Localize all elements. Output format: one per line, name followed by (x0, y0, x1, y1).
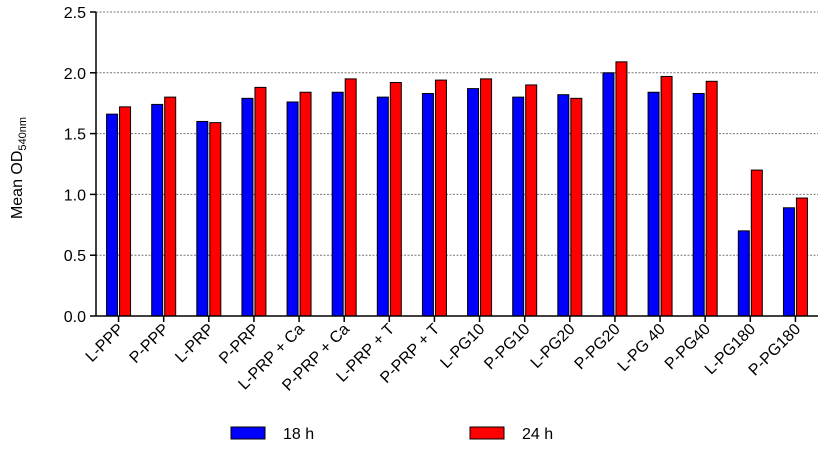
y-tick-label: 0.5 (64, 248, 86, 265)
bar-24h-P-PPP (164, 96, 177, 317)
bar-24h-L-PRP+T (389, 82, 402, 317)
x-tick-label: L-PG20 (528, 321, 579, 372)
bar-24h-L-PG10 (480, 78, 493, 317)
y-axis-label: Mean OD540nm (9, 117, 29, 219)
bar-24h-P-PRP+Ca (344, 78, 357, 317)
x-tick-label: L-PPP (83, 321, 128, 366)
bar-24h-P-PG20 (615, 61, 628, 317)
bar-18h-L-PG40 (647, 91, 660, 317)
bar-18h-P-PG20 (602, 72, 615, 317)
legend-swatch-18h (230, 426, 266, 440)
x-tick-label: L-PG10 (437, 321, 488, 372)
bar-24h-L-PG40 (660, 75, 673, 317)
bar-24h-P-PG180 (795, 197, 808, 317)
y-tick-label: 1.0 (64, 187, 86, 204)
x-tick-label: L-PRP (172, 321, 217, 366)
y-tick-label: 0.0 (64, 309, 86, 326)
bar-18h-L-PG180 (737, 230, 750, 317)
bar-18h-L-PRP (196, 120, 209, 317)
bar-24h-P-PG10 (525, 84, 538, 317)
x-tick-label: P-PPP (127, 321, 173, 367)
bar-18h-P-PG10 (512, 96, 525, 317)
bars (106, 61, 808, 317)
bar-24h-L-PG20 (570, 97, 583, 317)
bar-18h-P-PPP (151, 103, 164, 317)
bar-18h-P-PG180 (782, 207, 795, 317)
bar-24h-P-PRP (254, 86, 267, 317)
y-tick-label: 1.5 (64, 127, 86, 144)
y-tick-label: 2.0 (64, 66, 86, 83)
bar-18h-P-PRP+T (421, 92, 434, 317)
y-tick-label: 2.5 (64, 5, 86, 22)
x-tick-label: P-PG10 (481, 321, 533, 373)
bar-24h-L-PRP+Ca (299, 91, 312, 317)
y-axis: 0.0 0.5 1.0 1.5 2.0 2.5 (64, 5, 97, 326)
bar-18h-L-PRP+Ca (286, 101, 299, 317)
bar-18h-P-PG40 (692, 92, 705, 317)
bar-24h-L-PPP (119, 106, 132, 317)
x-tick-label: L-PG 40 (615, 321, 669, 375)
legend-swatch-24h (469, 426, 505, 440)
bar-18h-L-PPP (106, 113, 119, 317)
bar-24h-L-PG180 (750, 169, 763, 317)
bar-24h-P-PG40 (705, 80, 718, 317)
legend-label: 18 h (283, 426, 314, 443)
bar-24h-L-PRP (209, 122, 222, 317)
bar-18h-L-PG10 (467, 88, 480, 317)
bar-18h-L-PG20 (557, 94, 570, 317)
bar-18h-P-PRP (241, 97, 254, 317)
bar-18h-L-PRP+T (376, 96, 389, 317)
legend-label: 24 h (522, 426, 553, 443)
bar-24h-P-PRP+T (434, 79, 447, 317)
legend: 18 h 24 h (230, 426, 553, 443)
bar-18h-P-PRP+Ca (331, 91, 344, 317)
